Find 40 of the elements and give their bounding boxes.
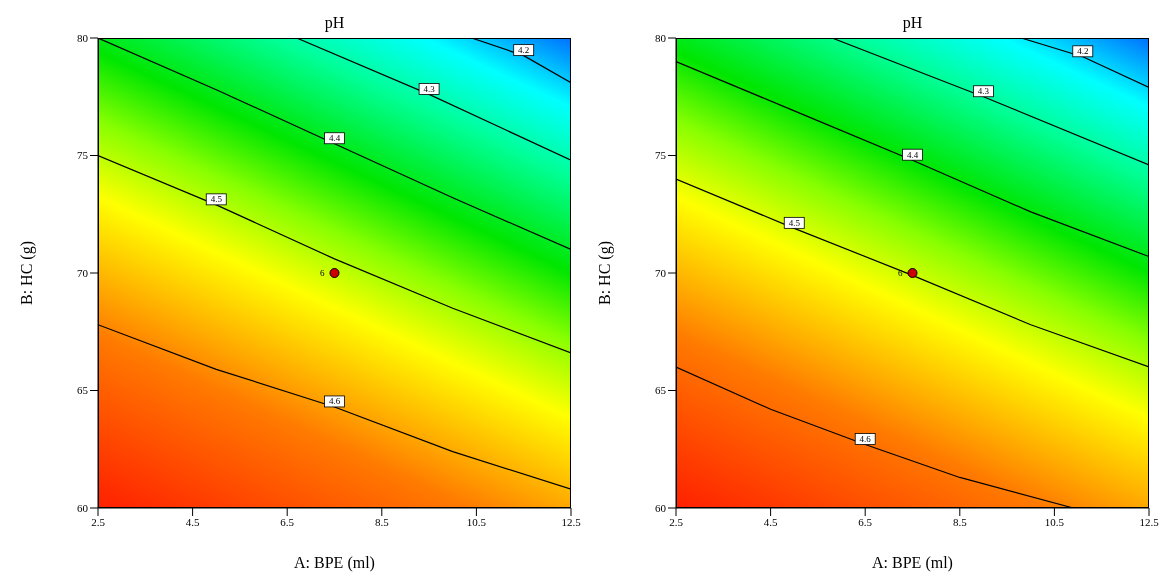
y-tick-label: 80 bbox=[655, 31, 667, 44]
y-tick-label: 65 bbox=[77, 384, 89, 397]
y-tick-label: 70 bbox=[655, 266, 667, 279]
series-label: 4.3 bbox=[423, 83, 436, 94]
x-tick-label: 8.5 bbox=[374, 515, 390, 528]
x-tick-label: 10.5 bbox=[466, 515, 487, 528]
y-tick-label: 80 bbox=[77, 31, 89, 44]
y-tick-label: 70 bbox=[77, 266, 89, 279]
series-label: 4.4 bbox=[906, 149, 919, 160]
x-axis-title: A: BPE (ml) bbox=[294, 554, 375, 572]
y-tick-label: 75 bbox=[77, 149, 89, 162]
annotation: 6 bbox=[898, 268, 903, 279]
series-label: 4.2 bbox=[1077, 46, 1089, 57]
chart-title: pH bbox=[323, 14, 346, 32]
x-tick-label: 2.5 bbox=[669, 515, 684, 528]
series-label: 4.3 bbox=[977, 86, 990, 97]
x-tick-label: 10.5 bbox=[1044, 515, 1065, 528]
series-label: 4.6 bbox=[859, 434, 872, 445]
series-label: 4.2 bbox=[518, 45, 530, 56]
x-tick-label: 4.5 bbox=[763, 515, 778, 528]
x-tick-label: 6.5 bbox=[858, 515, 873, 528]
y-tick-label: 60 bbox=[77, 501, 89, 514]
x-tick-label: 12.5 bbox=[561, 515, 582, 528]
x-tick-label: 2.5 bbox=[91, 515, 106, 528]
x-tick-label: 8.5 bbox=[952, 515, 968, 528]
annotation: 6 bbox=[320, 268, 325, 279]
y-tick-label: 75 bbox=[655, 149, 667, 162]
series-label: 4.4 bbox=[328, 133, 341, 144]
y-axis-title: B: HC (g) bbox=[595, 241, 614, 305]
x-tick-label: 6.5 bbox=[280, 515, 295, 528]
x-tick-label: 4.5 bbox=[185, 515, 200, 528]
series-label: 4.6 bbox=[328, 396, 341, 407]
y-tick-label: 65 bbox=[655, 384, 667, 397]
x-axis-title: A: BPE (ml) bbox=[872, 554, 953, 572]
y-tick-label: 60 bbox=[655, 501, 667, 514]
chart-title: pH bbox=[901, 14, 924, 32]
series-label: 4.5 bbox=[788, 217, 801, 228]
x-tick-label: 12.5 bbox=[1139, 515, 1160, 528]
series-label: 4.5 bbox=[210, 194, 223, 205]
y-axis-title: B: HC (g) bbox=[17, 241, 36, 305]
